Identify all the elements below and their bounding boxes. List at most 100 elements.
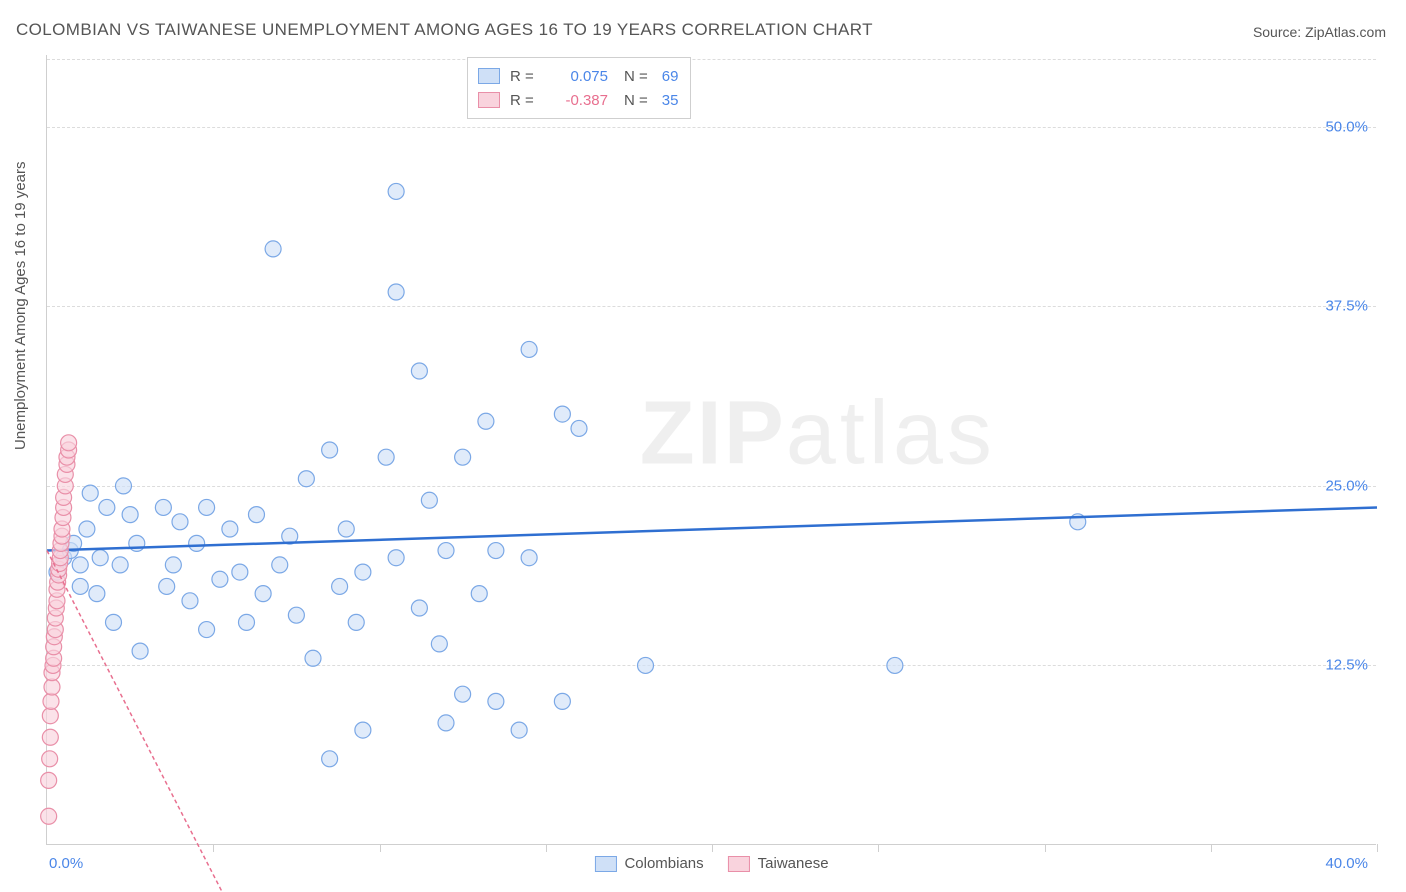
data-point (72, 578, 88, 594)
x-tick (878, 844, 879, 852)
data-point (165, 557, 181, 573)
data-point (42, 729, 58, 745)
legend-r-value: 0.075 (548, 68, 608, 85)
x-tick (712, 844, 713, 852)
legend-label: Taiwanese (758, 855, 829, 872)
legend-row: R = 0.075 N = 69 (478, 64, 678, 88)
legend-n-label: N = (624, 92, 648, 109)
data-point (638, 657, 654, 673)
data-point (298, 471, 314, 487)
x-tick (1377, 844, 1378, 852)
data-point (112, 557, 128, 573)
data-point (41, 808, 57, 824)
data-point (272, 557, 288, 573)
legend-swatch (594, 856, 616, 872)
data-point (411, 600, 427, 616)
data-point (99, 499, 115, 515)
data-point (322, 751, 338, 767)
y-axis-label: Unemployment Among Ages 16 to 19 years (12, 161, 29, 450)
chart-title: COLOMBIAN VS TAIWANESE UNEMPLOYMENT AMON… (16, 20, 873, 40)
data-point (478, 413, 494, 429)
data-point (248, 507, 264, 523)
data-point (42, 708, 58, 724)
data-point (189, 535, 205, 551)
data-point (41, 772, 57, 788)
data-point (122, 507, 138, 523)
data-point (488, 693, 504, 709)
x-tick (380, 844, 381, 852)
data-point (388, 183, 404, 199)
legend-label: Colombians (624, 855, 703, 872)
data-point (106, 614, 122, 630)
data-point (348, 614, 364, 630)
legend-r-label: R = (510, 92, 538, 109)
data-point (421, 492, 437, 508)
source-prefix: Source: (1253, 24, 1305, 40)
data-point (222, 521, 238, 537)
x-origin-label: 0.0% (49, 855, 83, 872)
plot-area: ZIPatlas 12.5%25.0%37.5%50.0% R =0.075N … (46, 55, 1376, 845)
legend-swatch (728, 856, 750, 872)
legend-swatch (478, 68, 500, 84)
legend-n-label: N = (624, 68, 648, 85)
data-point (232, 564, 248, 580)
trend-line (47, 551, 1377, 892)
data-point (305, 650, 321, 666)
data-point (887, 657, 903, 673)
data-point (44, 679, 60, 695)
data-point (521, 341, 537, 357)
data-point (132, 643, 148, 659)
correlation-legend: R =0.075N =69R =-0.387N =35 (467, 57, 691, 119)
data-point (411, 363, 427, 379)
trend-line (47, 507, 1377, 550)
data-point (92, 550, 108, 566)
data-point (265, 241, 281, 257)
data-point (82, 485, 98, 501)
data-point (471, 586, 487, 602)
legend-item: Colombians (594, 855, 703, 872)
data-point (488, 543, 504, 559)
data-point (72, 557, 88, 573)
x-tick (1045, 844, 1046, 852)
data-point (455, 449, 471, 465)
data-point (288, 607, 304, 623)
x-max-label: 40.0% (1325, 855, 1368, 872)
data-point (388, 550, 404, 566)
scatter-svg (47, 55, 1376, 844)
data-point (212, 571, 228, 587)
legend-r-label: R = (510, 68, 538, 85)
data-point (431, 636, 447, 652)
data-point (355, 722, 371, 738)
data-point (199, 622, 215, 638)
data-point (388, 284, 404, 300)
x-tick (1211, 844, 1212, 852)
legend-swatch (478, 92, 500, 108)
data-point (332, 578, 348, 594)
data-point (155, 499, 171, 515)
data-point (239, 614, 255, 630)
source-name: ZipAtlas.com (1305, 24, 1386, 40)
data-point (554, 406, 570, 422)
data-point (338, 521, 354, 537)
data-point (159, 578, 175, 594)
data-point (521, 550, 537, 566)
data-point (79, 521, 95, 537)
data-point (43, 693, 59, 709)
legend-item: Taiwanese (728, 855, 829, 872)
data-point (455, 686, 471, 702)
series-legend: Colombians Taiwanese (594, 855, 828, 872)
data-point (115, 478, 131, 494)
legend-r-value: -0.387 (548, 92, 608, 109)
data-point (378, 449, 394, 465)
data-point (199, 499, 215, 515)
data-point (89, 586, 105, 602)
data-point (322, 442, 338, 458)
data-point (61, 435, 77, 451)
legend-row: R =-0.387N =35 (478, 88, 678, 112)
data-point (182, 593, 198, 609)
x-tick (546, 844, 547, 852)
data-point (255, 586, 271, 602)
x-tick (213, 844, 214, 852)
data-point (42, 751, 58, 767)
legend-n-value: 69 (662, 68, 679, 85)
